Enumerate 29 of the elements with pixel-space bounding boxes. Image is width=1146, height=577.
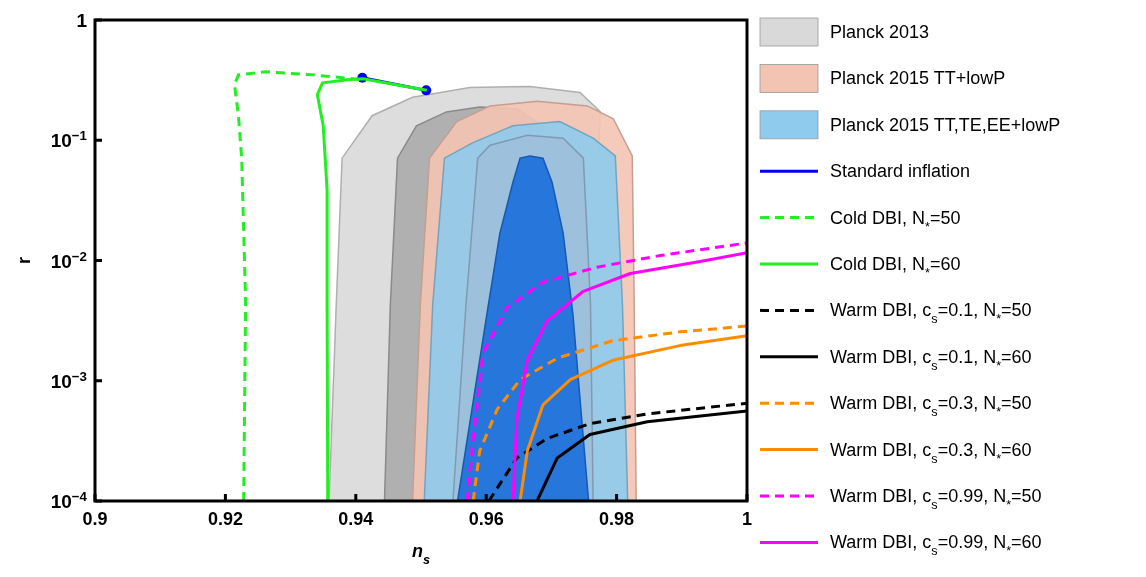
y-tick-label: 10$^{−4}$: [50, 488, 88, 512]
x-tick-label: 0.9: [82, 509, 108, 529]
legend-label: Standard inflation: [830, 161, 971, 182]
x-tick-label: 1: [741, 509, 753, 529]
line-series: [518, 334, 747, 501]
x-tick-label: 0.96: [468, 509, 504, 529]
legend-label: Warm DBI, c$_{s}$=0.99, N$_{*}$=50: [830, 486, 1042, 512]
x-tick-label: 0.94: [338, 509, 374, 529]
y-tick-label: 10$^{−1}$: [50, 127, 88, 152]
x-tick-label: 0.98: [599, 509, 635, 529]
legend-label: Planck 2015 TT+lowP: [830, 68, 1006, 89]
line-series: [465, 241, 747, 501]
y-axis-title: r: [14, 256, 34, 265]
line-series: [511, 251, 747, 501]
legend-label: Warm DBI, c$_{s}$=0.1, N$_{*}$=60: [830, 346, 1032, 373]
legend-label: Warm DBI, c$_{s}$=0.3, N$_{*}$=60: [830, 439, 1032, 466]
y-tick-label: 10$^{−3}$: [50, 368, 87, 392]
x-tick-label: 0.92: [207, 509, 243, 529]
legend-label: Cold DBI, N$_{*}$=50: [830, 207, 961, 234]
legend-label: Warm DBI, c$_{s}$=0.99, N$_{*}$=60: [830, 532, 1042, 559]
legend-label: Warm DBI, c$_{s}$=0.3, N$_{*}$=50: [830, 393, 1032, 420]
x-axis-title: n$_{s}$: [411, 541, 431, 567]
legend-label: Warm DBI, c$_{s}$=0.1, N$_{*}$=50: [830, 300, 1032, 327]
legend-label: Planck 2015 TT,TE,EE+lowP: [830, 114, 1061, 135]
legend-label: Planck 2013: [830, 22, 930, 42]
line-series: [471, 324, 747, 501]
legend-label: Cold DBI, N$_{*}$=60: [830, 254, 961, 280]
y-tick-label: 1: [76, 10, 88, 31]
y-tick-label: 10$^{−2}$: [50, 248, 87, 272]
